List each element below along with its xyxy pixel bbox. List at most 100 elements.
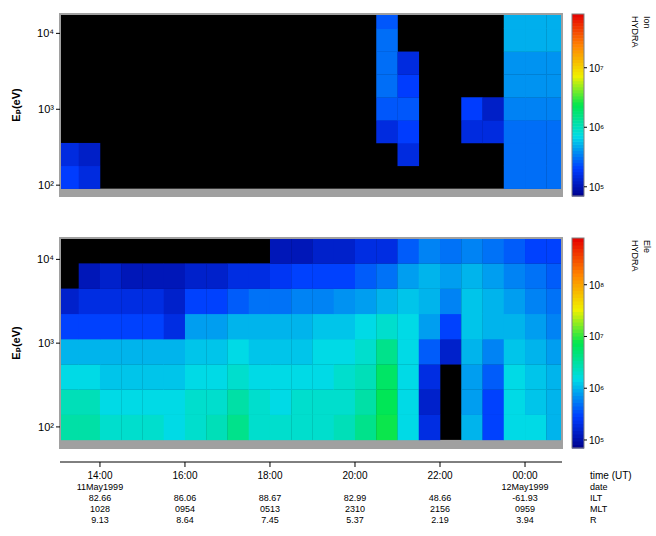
colorbar-strip (572, 340, 584, 344)
colorbar-strip (572, 434, 584, 438)
cell (291, 415, 313, 441)
cell (312, 314, 334, 340)
cell (291, 289, 313, 315)
ephemeris-value: 11May1999 (77, 482, 123, 492)
colorbar-label: HYDRA (630, 240, 640, 272)
cell (249, 389, 271, 415)
cell (398, 120, 420, 143)
cell (185, 263, 207, 289)
plot-bg (60, 238, 562, 448)
colorbar-strip (572, 242, 584, 246)
cell (546, 143, 562, 166)
colorbar-strip (572, 72, 584, 76)
cell (121, 415, 143, 441)
cell (164, 263, 186, 289)
cell (483, 415, 505, 441)
cell (100, 389, 122, 415)
cell (334, 289, 356, 315)
ephemeris-value: 82.66 (89, 493, 112, 503)
colorbar-tick (584, 284, 587, 285)
cell (504, 166, 526, 189)
cell (525, 74, 547, 97)
cell (249, 415, 271, 441)
cell (504, 389, 526, 415)
cell (355, 389, 377, 415)
cell (291, 389, 313, 415)
x-tick (440, 462, 441, 467)
colorbar-strip (572, 403, 584, 407)
colorbar-strip (572, 99, 584, 103)
ephemeris-value: 3.94 (516, 515, 534, 525)
cell (142, 289, 164, 315)
cell (483, 339, 505, 365)
cell (312, 289, 334, 315)
cell (525, 97, 547, 120)
cell (546, 74, 562, 97)
colorbar-strip (572, 273, 584, 277)
cell (504, 120, 526, 143)
colorbar-strip (572, 32, 584, 36)
cell (419, 263, 441, 289)
ephemeris-value: 7.45 (261, 515, 279, 525)
colorbar-strip (572, 138, 584, 142)
colorbar-strip (572, 117, 584, 121)
colorbar-strip (572, 336, 584, 340)
cell (461, 120, 483, 143)
cell (483, 289, 505, 315)
x-tick (354, 462, 355, 467)
cell (249, 263, 271, 289)
cell (504, 364, 526, 390)
colorbar-tick (584, 336, 587, 337)
ephemeris-value: 8.64 (176, 515, 194, 525)
cell (398, 415, 420, 441)
cell (398, 289, 420, 315)
x-tick-label: 20:00 (342, 470, 367, 481)
cell (270, 238, 292, 264)
colorbar-strip (572, 406, 584, 410)
cell (504, 29, 526, 52)
colorbar-strip (572, 78, 584, 82)
colorbar-strip (572, 291, 584, 295)
cell (546, 389, 562, 415)
cell (79, 314, 101, 340)
ephemeris-value: 5.37 (346, 515, 364, 525)
colorbar-strip (572, 123, 584, 127)
cell (185, 339, 207, 365)
cell (376, 263, 398, 289)
cell (79, 389, 101, 415)
cell (312, 415, 334, 441)
cell (525, 238, 547, 264)
cell (312, 263, 334, 289)
cell (164, 364, 186, 390)
cell (398, 52, 420, 75)
cell (291, 263, 313, 289)
colorbar-strip (572, 389, 584, 393)
cell (376, 238, 398, 264)
cell (376, 339, 398, 365)
x-axis-line (60, 462, 562, 463)
cell (334, 263, 356, 289)
cell (227, 364, 249, 390)
ephemeris-value: 12May1999 (501, 482, 548, 492)
cell (483, 120, 505, 143)
colorbar-tick-label: 10⁸ (589, 280, 604, 291)
ephemeris-label: R (590, 515, 597, 525)
ephemeris-label: date (590, 482, 608, 492)
cell (100, 339, 122, 365)
cell (164, 289, 186, 315)
x-tick-label: 00:00 (513, 470, 538, 481)
cell (504, 238, 526, 264)
cell (291, 364, 313, 390)
cell (164, 415, 186, 441)
colorbar-strip (572, 87, 584, 91)
cell (100, 263, 122, 289)
y-tick (56, 343, 60, 344)
colorbar-strip (572, 38, 584, 42)
cell (60, 339, 79, 365)
cell (227, 339, 249, 365)
ephemeris-value: 0954 (175, 504, 195, 514)
colorbar-label: Ion (642, 16, 652, 29)
colorbar-strip (572, 357, 584, 361)
cell (504, 74, 526, 97)
x-tick (269, 462, 270, 467)
